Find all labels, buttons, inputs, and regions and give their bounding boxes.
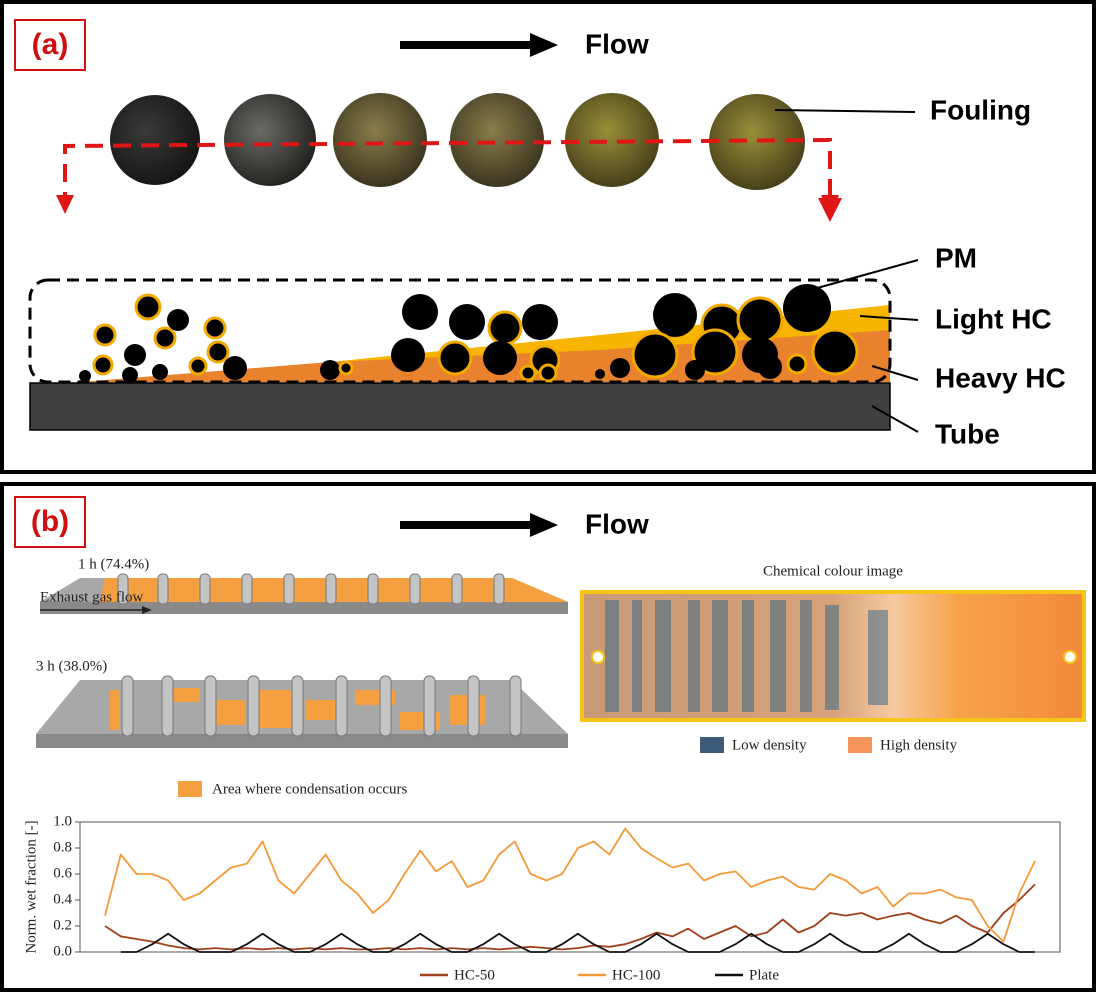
legend-swatch bbox=[848, 737, 872, 753]
fouling-label: Fouling bbox=[930, 94, 1031, 125]
layer-label: Tube bbox=[935, 418, 1000, 449]
panel-label: (a) bbox=[32, 28, 69, 61]
legend-label: Low density bbox=[732, 737, 807, 753]
sample-disc bbox=[110, 95, 200, 185]
sample-disc bbox=[333, 93, 427, 187]
page: (a) Flow Fouling PM Light HC Heavy HC Tu… bbox=[0, 0, 1096, 992]
flow-label: Flow bbox=[585, 508, 649, 539]
sample-disc bbox=[224, 94, 316, 186]
sample-disc bbox=[450, 93, 544, 187]
legend-label: Plate bbox=[749, 967, 779, 983]
y-tick-label: 0.2 bbox=[53, 917, 72, 933]
image-title: Chemical colour image bbox=[763, 563, 903, 579]
y-tick-label: 0.0 bbox=[53, 943, 72, 959]
leader-line bbox=[775, 110, 915, 112]
gas-flow-label: Exhaust gas flow bbox=[40, 589, 143, 605]
y-axis-label: Norm. wet fraction [-] bbox=[23, 820, 39, 953]
tube bbox=[30, 383, 890, 430]
plate-time: 1 h (74.4%) bbox=[78, 556, 149, 572]
panel-label: (b) bbox=[31, 505, 69, 538]
image-hole bbox=[592, 651, 604, 663]
red-arrowhead bbox=[821, 195, 839, 214]
legend-swatch bbox=[178, 781, 202, 797]
legend-label: High density bbox=[880, 737, 958, 753]
data-line bbox=[105, 829, 1035, 942]
flow-arrowhead bbox=[530, 33, 558, 57]
plate-time: 3 h (38.0%) bbox=[36, 658, 107, 674]
legend-label: HC-50 bbox=[454, 967, 495, 983]
sample-disc bbox=[565, 93, 659, 187]
plate-front bbox=[36, 734, 568, 748]
legend-label: Area where condensation occurs bbox=[212, 781, 407, 797]
flow-label: Flow bbox=[585, 28, 649, 59]
image-hole bbox=[1064, 651, 1076, 663]
legend-label: HC-100 bbox=[612, 967, 660, 983]
flow-arrowhead bbox=[530, 513, 558, 537]
y-tick-label: 0.8 bbox=[53, 839, 72, 855]
figure: (a) Flow Fouling PM Light HC Heavy HC Tu… bbox=[0, 0, 1096, 992]
y-tick-label: 1.0 bbox=[53, 813, 72, 829]
red-arrowhead bbox=[56, 195, 74, 214]
layer-label: PM bbox=[935, 242, 977, 273]
legend-swatch bbox=[700, 737, 724, 753]
y-tick-label: 0.4 bbox=[53, 891, 72, 907]
y-tick-label: 0.6 bbox=[53, 865, 72, 881]
plot-frame bbox=[80, 822, 1060, 952]
layer-label: Light HC bbox=[935, 303, 1052, 334]
layer-label: Heavy HC bbox=[935, 362, 1066, 393]
